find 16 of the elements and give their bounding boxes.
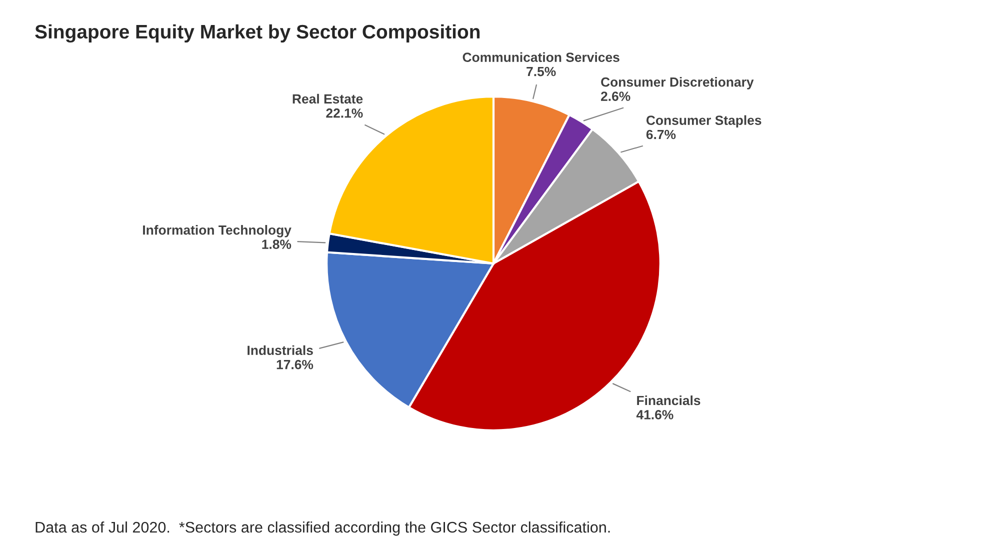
slice-label: Consumer Staples — [646, 115, 762, 128]
data-label: 17.6% — [276, 360, 314, 370]
text: Data as of Jul 2020. *Sectors are classified according the GICS Sector classification. — [36, 521, 610, 536]
slice-label: Communication Services — [462, 52, 620, 62]
slice-label: Real Estate — [292, 94, 363, 104]
data-label: 1.8% — [262, 240, 292, 249]
slice-label: Industrials — [248, 345, 313, 356]
slice-label: Financials — [637, 395, 700, 406]
chart-title: Singapore Equity Market by Sector Composition — [35, 24, 480, 43]
data-label: 6.7% — [646, 130, 676, 140]
data-label: 41.6% — [636, 410, 674, 420]
slice-label: Information Technology — [143, 225, 292, 238]
slice-label: Consumer Discretionary — [601, 77, 754, 90]
data-label: 7.5% — [526, 66, 556, 76]
data-label: 2.6% — [600, 92, 630, 101]
data-label: 22.1% — [326, 108, 363, 118]
